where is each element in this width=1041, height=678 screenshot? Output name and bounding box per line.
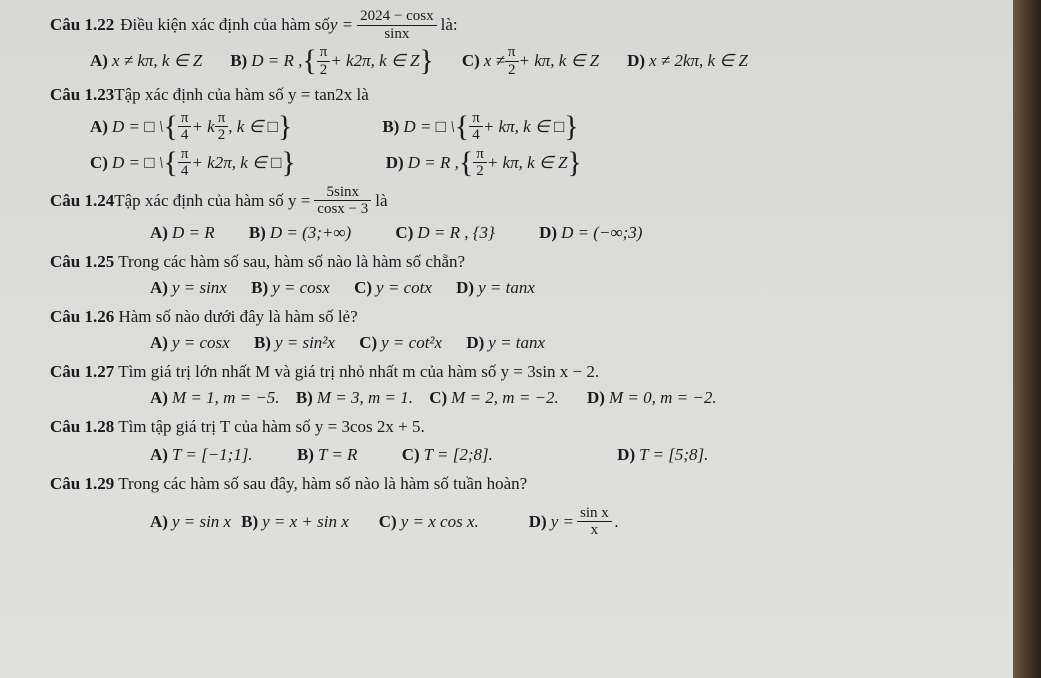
opt-d: D) D = R , { π2 + kπ, k ∈ Z } [386,146,582,180]
opt-b: B)y = cosx [251,275,330,301]
opt-a: A)y = cosx [150,330,230,356]
opt-a: A) D = □ \ { π4 + k π2 , k ∈ □ } [90,110,292,144]
q-label: Câu 1.22 [50,12,114,38]
stem-eq: y = [330,12,353,38]
question-1-29: Câu 1.29 Trong các hàm số sau đây, hàm s… [50,471,991,539]
question-1-24: Câu 1.24 Tập xác định của hàm số y = 5si… [50,184,991,246]
opt-c: C) x ≠ π2 + kπ, k ∈ Z [462,44,599,78]
opt-b: B)T = R [297,442,358,468]
q-label: Câu 1.27 [50,362,114,381]
opt-c: C) D = □ \ { π4 + k2π, k ∈ □ } [90,146,296,180]
opt-b: B) D = R , { π2 + k2π, k ∈ Z } [230,44,434,78]
opt-a: A)D = R [150,220,215,246]
stem-pre: Tập xác định của hàm số y = [114,188,310,214]
opt-d: D)M = 0, m = −2. [587,385,717,411]
opt-c: C)y = cotx [354,275,432,301]
question-1-25: Câu 1.25 Trong các hàm số sau, hàm số nà… [50,249,991,300]
stem-pre: Điều kiện xác định của hàm số [120,12,330,38]
opt-c: C)y = cot²x [359,330,442,356]
stem: Trong các hàm số sau, hàm số nào là hàm … [118,252,465,271]
opt-c: C)y = x cos x. [379,509,479,535]
question-1-22: Câu 1.22 Điều kiện xác định của hàm số y… [50,8,991,78]
stem: Hàm số nào dưới đây là hàm số lẻ? [118,307,357,326]
question-1-27: Câu 1.27 Tìm giá trị lớn nhất M và giá t… [50,359,991,410]
opt-d: D)y = tanx [456,275,535,301]
stem: Tập xác định của hàm số y = tan2x là [114,82,369,108]
opt-d: D) x ≠ 2kπ, k ∈ Z [627,44,748,78]
question-1-23: Câu 1.23 Tập xác định của hàm số y = tan… [50,82,991,180]
question-1-26: Câu 1.26 Hàm số nào dưới đây là hàm số l… [50,304,991,355]
question-1-28: Câu 1.28 Tìm tập giá trị T của hàm số y … [50,414,991,467]
opt-b: B)y = sin²x [254,330,335,356]
opt-d: D) y = sin xx . [529,505,619,539]
opt-b: B)M = 3, m = 1. [296,385,413,411]
q-label: Câu 1.26 [50,307,114,326]
opt-b: B)D = (3;+∞) [249,220,351,246]
stem-post: là: [441,12,458,38]
opt-a: A) x ≠ kπ, k ∈ Z [90,44,202,78]
stem-frac: 5sinx cosx − 3 [314,184,371,218]
opt-c: C)T = [2;8]. [402,442,493,468]
q-label: Câu 1.24 [50,188,114,214]
stem-frac: 2024 − cosx sinx [357,8,436,42]
opt-d: D)y = tanx [466,330,545,356]
opt-b: B) D = □ \ { π4 + kπ, k ∈ □ } [382,110,578,144]
opt-a: A)M = 1, m = −5. [150,385,280,411]
q-label: Câu 1.23 [50,82,114,108]
opt-a: A)y = sinx [150,275,227,301]
q-label: Câu 1.28 [50,417,114,436]
stem: Tìm giá trị lớn nhất M và giá trị nhỏ nh… [118,362,599,381]
stem-post: là [375,188,387,214]
stem: Trong các hàm số sau đây, hàm số nào là … [118,474,527,493]
stem: Tìm tập giá trị T của hàm số y = 3cos 2x… [118,417,425,436]
opt-a: A)T = [−1;1]. [150,442,253,468]
opt-d: D)T = [5;8]. [617,442,708,468]
q-label: Câu 1.29 [50,474,114,493]
opt-c: C)D = R , {3} [395,220,494,246]
q-label: Câu 1.25 [50,252,114,271]
opt-b: B)y = x + sin x [241,509,349,535]
opt-a: A)y = sin x [150,509,231,535]
opt-c: C)M = 2, m = −2. [429,385,559,411]
opt-d: D)D = (−∞;3) [539,220,642,246]
